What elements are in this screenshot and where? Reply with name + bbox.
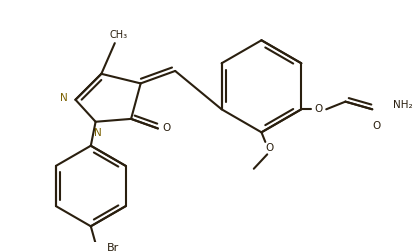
Text: NH₂: NH₂ xyxy=(393,100,413,110)
Text: N: N xyxy=(93,128,101,138)
Text: O: O xyxy=(163,123,171,134)
Text: O: O xyxy=(265,143,273,153)
Text: O: O xyxy=(372,121,380,131)
Text: Br: Br xyxy=(107,243,119,252)
Text: N: N xyxy=(60,93,68,103)
Text: O: O xyxy=(314,104,323,114)
Text: CH₃: CH₃ xyxy=(109,29,128,40)
